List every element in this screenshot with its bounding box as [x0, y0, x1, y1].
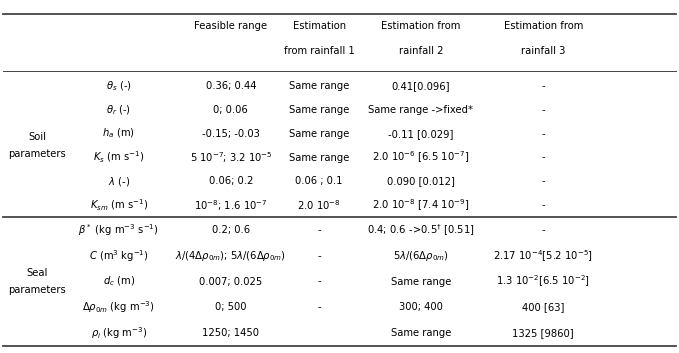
Text: -: -: [541, 105, 545, 115]
Text: 0; 500: 0; 500: [215, 302, 246, 312]
Text: Same range: Same range: [289, 81, 349, 91]
Text: 10$^{-8}$; 1.6 10$^{-7}$: 10$^{-8}$; 1.6 10$^{-7}$: [194, 198, 268, 213]
Text: Same range: Same range: [391, 328, 451, 338]
Text: 2.0 10$^{-8}$: 2.0 10$^{-8}$: [297, 198, 341, 212]
Text: 0.4; 0.6 ->0.5$^{\dagger}$ [0.51]: 0.4; 0.6 ->0.5$^{\dagger}$ [0.51]: [367, 222, 475, 238]
Text: -: -: [541, 81, 545, 91]
Text: -: -: [541, 225, 545, 235]
Text: $C$ (m$^3$ kg$^{-1}$): $C$ (m$^3$ kg$^{-1}$): [89, 248, 149, 264]
Text: $\theta_r$ (-): $\theta_r$ (-): [107, 103, 131, 117]
Text: $K_s$ (m s$^{-1}$): $K_s$ (m s$^{-1}$): [93, 150, 145, 165]
Text: rainfall 2: rainfall 2: [399, 46, 443, 56]
Text: -: -: [317, 276, 321, 287]
Text: 0.06; 0.2: 0.06; 0.2: [208, 176, 253, 186]
Text: 0; 0.06: 0; 0.06: [213, 105, 249, 115]
Text: 0.2; 0.6: 0.2; 0.6: [212, 225, 250, 235]
Text: -: -: [541, 152, 545, 162]
Text: Estimation: Estimation: [293, 22, 346, 31]
Text: -: -: [317, 225, 321, 235]
Text: $h_a$ (m): $h_a$ (m): [103, 127, 135, 140]
Text: 0.06 ; 0.1: 0.06 ; 0.1: [295, 176, 343, 186]
Text: Same range: Same range: [289, 105, 349, 115]
Text: $\lambda$/(4$\Delta\rho_{0m}$); 5$\lambda$/(6$\Delta\rho_{0m}$): $\lambda$/(4$\Delta\rho_{0m}$); 5$\lambd…: [175, 249, 287, 263]
Text: Seal: Seal: [26, 268, 48, 278]
Text: -: -: [317, 302, 321, 312]
Text: 2.0 10$^{-8}$ [7.4 10$^{-9}$]: 2.0 10$^{-8}$ [7.4 10$^{-9}$]: [372, 197, 470, 213]
Text: 0.41[0.096]: 0.41[0.096]: [392, 81, 450, 91]
Text: 5$\lambda$/(6$\Delta\rho_{0m}$): 5$\lambda$/(6$\Delta\rho_{0m}$): [393, 249, 449, 263]
Text: -0.15; -0.03: -0.15; -0.03: [202, 129, 260, 139]
Text: -0.11 [0.029]: -0.11 [0.029]: [388, 129, 454, 139]
Text: -: -: [541, 176, 545, 186]
Text: $\rho_i$ (kg m$^{-3}$): $\rho_i$ (kg m$^{-3}$): [90, 325, 147, 341]
Text: 0.090 [0.012]: 0.090 [0.012]: [387, 176, 455, 186]
Text: rainfall 3: rainfall 3: [521, 46, 566, 56]
Text: 1250; 1450: 1250; 1450: [202, 328, 259, 338]
Text: $K_{sm}$ (m s$^{-1}$): $K_{sm}$ (m s$^{-1}$): [90, 197, 148, 213]
Text: $\Delta\rho_{0m}$ (kg m$^{-3}$): $\Delta\rho_{0m}$ (kg m$^{-3}$): [82, 299, 155, 315]
Text: 400 [63]: 400 [63]: [522, 302, 564, 312]
Text: Same range ->fixed*: Same range ->fixed*: [369, 105, 473, 115]
Text: Estimation from: Estimation from: [382, 22, 460, 31]
Text: 5 10$^{-7}$; 3.2 10$^{-5}$: 5 10$^{-7}$; 3.2 10$^{-5}$: [189, 150, 272, 165]
Text: parameters: parameters: [8, 285, 67, 295]
Text: -: -: [317, 251, 321, 261]
Text: 2.17 10$^{-4}$[5.2 10$^{-5}$]: 2.17 10$^{-4}$[5.2 10$^{-5}$]: [493, 248, 593, 264]
Text: Soil: Soil: [29, 132, 46, 142]
Text: 0.007; 0.025: 0.007; 0.025: [199, 276, 263, 287]
Text: -: -: [541, 200, 545, 210]
Text: $d_c$ (m): $d_c$ (m): [103, 275, 135, 288]
Text: parameters: parameters: [8, 149, 67, 160]
Text: Estimation from: Estimation from: [504, 22, 583, 31]
Text: Same range: Same range: [391, 276, 451, 287]
Text: $\theta_s$ (-): $\theta_s$ (-): [106, 79, 132, 93]
Text: Feasible range: Feasible range: [194, 22, 268, 31]
Text: -: -: [541, 129, 545, 139]
Text: $\lambda$ (-): $\lambda$ (-): [108, 175, 130, 188]
Text: from rainfall 1: from rainfall 1: [284, 46, 354, 56]
Text: 0.36; 0.44: 0.36; 0.44: [206, 81, 256, 91]
Text: 300; 400: 300; 400: [399, 302, 443, 312]
Text: 1.3 10$^{-2}$[6.5 10$^{-2}$]: 1.3 10$^{-2}$[6.5 10$^{-2}$]: [496, 274, 590, 289]
Text: Same range: Same range: [289, 152, 349, 162]
Text: Same range: Same range: [289, 129, 349, 139]
Text: 1325 [9860]: 1325 [9860]: [513, 328, 574, 338]
Text: 2.0 10$^{-6}$ [6.5 10$^{-7}$]: 2.0 10$^{-6}$ [6.5 10$^{-7}$]: [372, 150, 470, 165]
Text: $\beta^*$ (kg m$^{-3}$ s$^{-1}$): $\beta^*$ (kg m$^{-3}$ s$^{-1}$): [79, 222, 159, 238]
